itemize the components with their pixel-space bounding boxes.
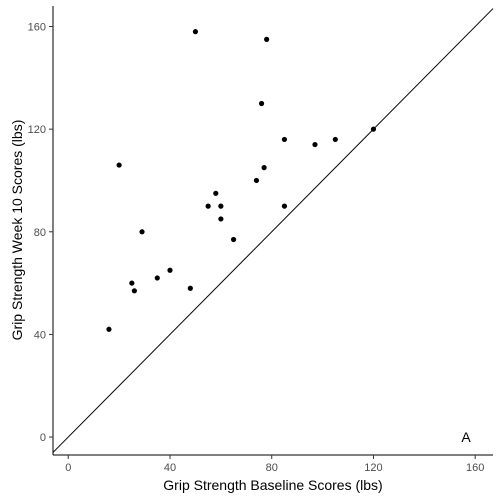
data-point <box>332 136 338 143</box>
data-point <box>129 280 135 286</box>
x-tick-label: 160 <box>466 462 484 474</box>
data-point <box>167 267 173 273</box>
y-tick-label: 40 <box>34 329 46 341</box>
plot-area <box>52 8 494 453</box>
data-point <box>205 203 211 209</box>
data-point <box>370 126 377 132</box>
x-tick-label: 40 <box>164 462 176 474</box>
data-point <box>218 203 224 209</box>
x-tick-label: 80 <box>266 462 278 474</box>
data-point <box>261 165 267 171</box>
y-axis-title: Grip Strength Week 10 Scores (lbs) <box>9 120 25 341</box>
data-point <box>213 190 219 196</box>
x-tick-label: 0 <box>65 462 71 474</box>
data-point <box>154 275 160 281</box>
data-point <box>131 288 137 294</box>
data-point <box>312 141 318 148</box>
y-tick-label: 160 <box>28 22 46 34</box>
x-axis-title: Grip Strength Baseline Scores (lbs) <box>163 477 382 493</box>
panel-annotation: A <box>461 429 471 445</box>
data-point <box>116 162 122 168</box>
data-point <box>192 29 199 35</box>
data-point <box>264 36 270 42</box>
data-point <box>281 203 288 209</box>
data-point <box>187 285 193 291</box>
data-point <box>253 177 260 184</box>
x-tick-label: 120 <box>364 462 382 474</box>
identity-reference-line <box>52 8 494 453</box>
data-point <box>218 216 224 222</box>
data-point <box>230 236 237 243</box>
y-tick-label: 0 <box>40 432 46 444</box>
data-point <box>106 326 112 332</box>
y-tick-label: 80 <box>34 227 46 239</box>
data-point <box>281 136 288 143</box>
data-point <box>258 100 265 107</box>
data-point <box>139 229 145 235</box>
y-tick-label: 120 <box>28 124 46 136</box>
axis-ticks: 0 40 80 120 160 0 40 80 120 160 <box>28 22 485 474</box>
